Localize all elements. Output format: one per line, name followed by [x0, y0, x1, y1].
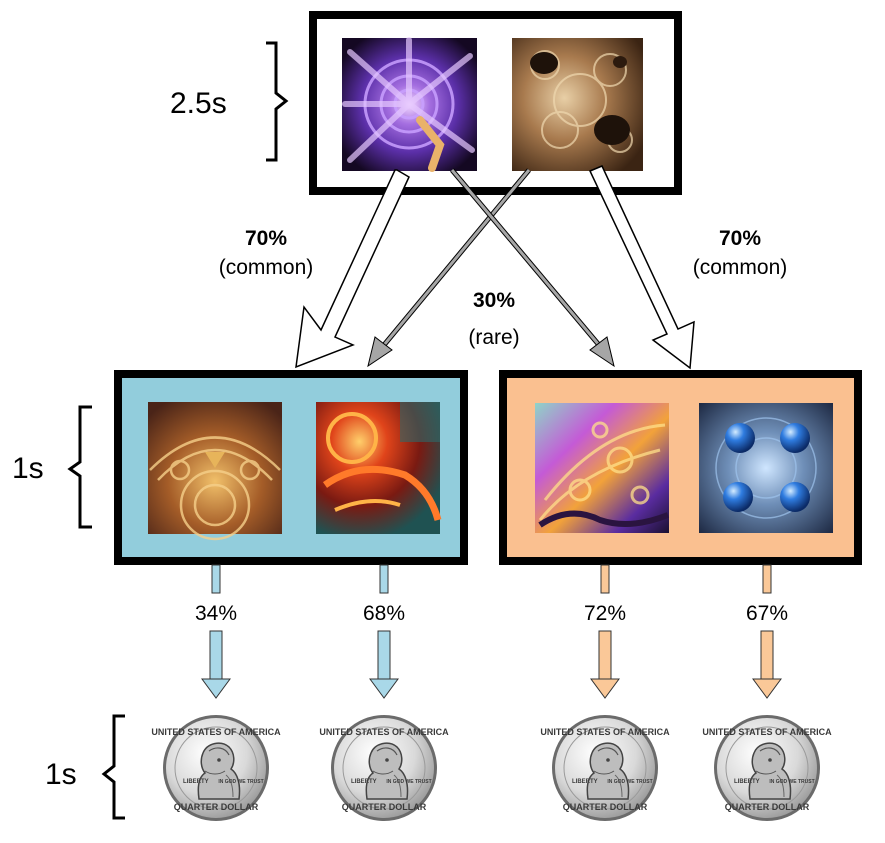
svg-text:QUARTER DOLLAR: QUARTER DOLLAR: [174, 802, 259, 812]
left-common-pct: 70%: [245, 227, 287, 250]
left-common-label: (common): [219, 256, 314, 279]
reward-prob-1: 34%: [195, 602, 237, 625]
svg-text:UNITED STATES OF AMERICA: UNITED STATES OF AMERICA: [319, 727, 449, 737]
svg-text:IN GOD WE TRUST: IN GOD WE TRUST: [607, 779, 652, 785]
rare-pct: 30%: [473, 289, 515, 312]
stage2-fractal-gold[interactable]: [148, 402, 282, 541]
stage1-panel: [309, 11, 682, 195]
stage1-fractal-purple[interactable]: [342, 37, 477, 172]
stage2-blue-panel: [114, 370, 468, 565]
rare-arrow-left: [367, 168, 531, 368]
reward-arrow-4: [752, 564, 782, 699]
stage2-fractal-psychedelic[interactable]: [535, 403, 670, 533]
stage2-orange-panel: [499, 370, 862, 565]
reward-prob-4: 67%: [746, 602, 788, 625]
svg-text:QUARTER DOLLAR: QUARTER DOLLAR: [563, 802, 648, 812]
quarter-coin-1: UNITED STATES OF AMERICA LIBERTY IN GOD …: [151, 714, 281, 822]
svg-text:IN GOD WE TRUST: IN GOD WE TRUST: [218, 779, 263, 785]
stage2-fractal-red[interactable]: [316, 402, 442, 534]
stage2-fractal-blue-spheres[interactable]: [699, 403, 833, 533]
reward-arrow-1: [201, 564, 231, 699]
svg-text:IN GOD WE TRUST: IN GOD WE TRUST: [386, 779, 431, 785]
stage2-duration: 1s: [12, 452, 44, 485]
svg-text:LIBERTY: LIBERTY: [351, 779, 377, 785]
svg-text:UNITED STATES OF AMERICA: UNITED STATES OF AMERICA: [540, 727, 670, 737]
svg-text:QUARTER DOLLAR: QUARTER DOLLAR: [725, 802, 810, 812]
quarter-coin-2: UNITED STATES OF AMERICA LIBERTY IN GOD …: [319, 714, 449, 822]
svg-text:UNITED STATES OF AMERICA: UNITED STATES OF AMERICA: [151, 727, 281, 737]
quarter-coin-3: UNITED STATES OF AMERICA LIBERTY IN GOD …: [540, 714, 670, 822]
svg-text:LIBERTY: LIBERTY: [183, 779, 209, 785]
reward-arrow-3: [590, 564, 620, 699]
svg-text:IN GOD WE TRUST: IN GOD WE TRUST: [769, 779, 814, 785]
transition-arrows: [295, 165, 695, 370]
quarter-coin-4: UNITED STATES OF AMERICA LIBERTY IN GOD …: [702, 714, 832, 822]
stage2-time-bracket: [67, 405, 92, 529]
rare-arrow-right: [450, 168, 615, 368]
svg-text:LIBERTY: LIBERTY: [734, 779, 760, 785]
stage1-fractal-brown[interactable]: [512, 38, 643, 171]
svg-text:QUARTER DOLLAR: QUARTER DOLLAR: [342, 802, 427, 812]
reward-prob-3: 72%: [584, 602, 626, 625]
rare-label: (rare): [468, 326, 519, 349]
svg-text:UNITED STATES OF AMERICA: UNITED STATES OF AMERICA: [702, 727, 832, 737]
stage1-time-bracket: [266, 41, 289, 162]
reward-prob-2: 68%: [363, 602, 405, 625]
stage1-duration: 2.5s: [170, 87, 227, 120]
common-arrow-left: [295, 169, 410, 369]
outcome-duration: 1s: [45, 758, 77, 791]
reward-arrow-2: [369, 564, 399, 699]
right-common-pct: 70%: [719, 227, 761, 250]
right-common-label: (common): [693, 256, 788, 279]
outcome-time-bracket: [101, 714, 125, 820]
svg-text:LIBERTY: LIBERTY: [572, 779, 598, 785]
reward-arrows: [201, 564, 782, 699]
common-arrow-right: [588, 165, 695, 370]
